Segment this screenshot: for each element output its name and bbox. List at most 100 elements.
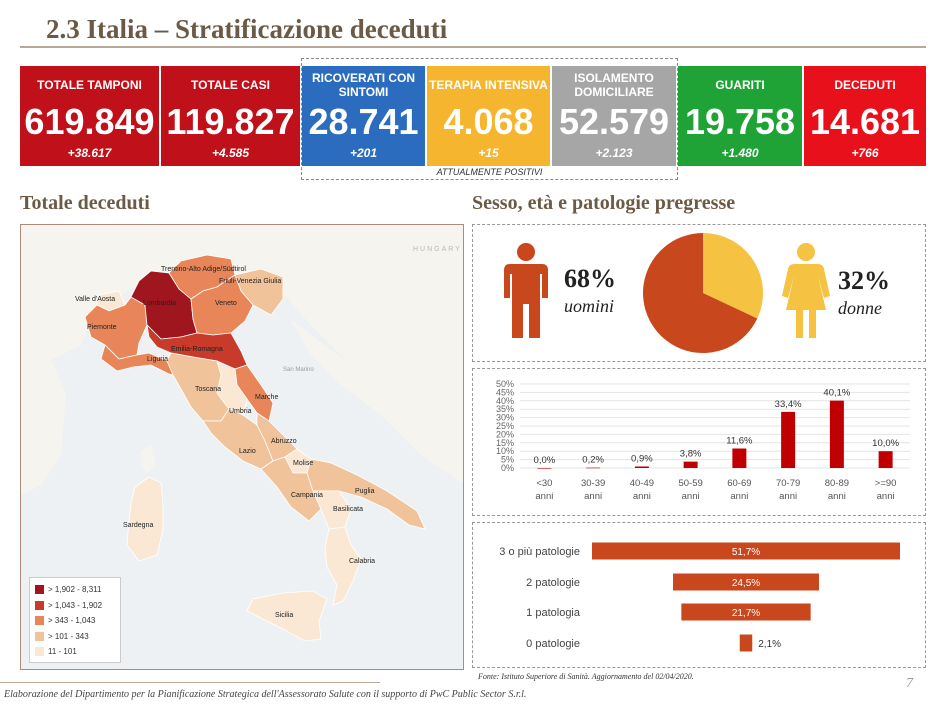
y-tick-label: 40% [496, 396, 514, 406]
age-bar-value-label: 40,1% [823, 388, 850, 399]
source-note: Fonte: Istituto Superiore di Sanità. Agg… [478, 672, 694, 681]
balkans-land [291, 320, 463, 484]
kpi-totale-casi: TOTALE CASI 119.827 +4.585 [161, 66, 300, 166]
legend-swatch [35, 600, 44, 610]
kpi-value: 14.681 [809, 101, 921, 142]
map-label: Basilicata [333, 506, 363, 513]
kpi-label: ISOLAMENTO DOMICILIARE [574, 71, 654, 99]
pathology-category-label: 2 patologie [526, 577, 580, 589]
pathology-bar [673, 573, 819, 591]
kpi-delta: +38.617 [67, 146, 112, 160]
age-bar [634, 466, 649, 468]
male-percent: 68% [564, 264, 616, 293]
age-bar-value-label: 10,0% [872, 438, 899, 449]
x-tick-label-unit: anni [633, 491, 651, 502]
map-label: Abruzzo [271, 438, 297, 445]
region-calabria [324, 526, 362, 606]
age-bar [586, 467, 601, 469]
kpi-label: TOTALE TAMPONI [37, 78, 142, 92]
kpi-group-caption: ATTUALMENTE POSITIVI [436, 167, 543, 177]
legend-item: > 101 - 343 [35, 629, 115, 645]
map-label: Emilia-Romagna [171, 346, 223, 353]
y-tick-label: 30% [496, 413, 514, 423]
age-bar-value-label: 11,6% [726, 436, 753, 447]
map-label: Lombardia [143, 300, 176, 307]
page-title: 2.3 Italia – Stratificazione deceduti [46, 14, 448, 44]
italy-map-svg: HUNGARY San Marino Valle d'Aosta Lombard… [21, 225, 463, 642]
pathology-category-label: 1 patologia [526, 607, 581, 619]
legend-item: > 1,902 - 8,311 [35, 582, 115, 598]
kpi-delta: +4.585 [211, 146, 250, 160]
age-bar [878, 451, 893, 468]
region-veneto [190, 274, 254, 336]
x-tick-label: <30 [536, 478, 552, 489]
kpi-value: 19.758 [684, 101, 796, 142]
kpi-value: 619.849 [24, 101, 155, 142]
attualmente-positivi-group [301, 58, 678, 180]
x-tick-label: >=90 [875, 478, 897, 489]
sex-pie-chart [643, 233, 764, 353]
pathology-value-label: 51,7% [732, 547, 760, 558]
y-tick-label: 0% [501, 463, 514, 473]
legend-label: > 1,902 - 8,311 [48, 585, 102, 595]
pathology-bar [681, 603, 811, 621]
map-label: Campania [291, 492, 323, 499]
map-label: Calabria [349, 558, 375, 565]
map-label: Sardegna [123, 522, 153, 529]
y-tick-label: 50% [496, 379, 514, 389]
x-tick-label: 50-59 [678, 478, 702, 489]
map-label: Trentino-Alto Adige/Südtirol [161, 266, 246, 273]
x-tick-label-unit: anni [584, 491, 602, 502]
corsica-land [141, 445, 155, 473]
legend-label: > 1,043 - 1,902 [48, 600, 103, 610]
page-number: 7 [906, 676, 913, 691]
legend-item: > 343 - 1,043 [35, 613, 115, 629]
sex-panel [472, 224, 926, 362]
region-basilicata [312, 490, 352, 530]
pathologies-bar-chart: 3 o più patologie 51,7% 2 patologie 24,5% 1 … [499, 542, 900, 652]
region-sicilia [246, 590, 328, 642]
kpi-totale-tamponi: TOTALE TAMPONI 619.849 +38.617 [20, 66, 159, 166]
map-label-hungary: HUNGARY [413, 246, 462, 253]
y-tick-label: 5% [501, 455, 514, 465]
pathology-value-label: 21,7% [732, 608, 760, 619]
x-tick-label-unit: anni [828, 491, 846, 502]
kpi-delta: +201 [349, 146, 378, 160]
y-tick-label: 35% [496, 404, 514, 414]
kpi-label: DECEDUTI [834, 78, 896, 92]
female-label: donne [838, 298, 882, 318]
map-label: Marche [255, 394, 278, 401]
kpi-value: 28.741 [308, 101, 419, 142]
legend-item: 11 - 101 [35, 644, 115, 660]
kpi-label: TERAPIA INTENSIVA [429, 78, 548, 92]
age-bar [781, 411, 796, 468]
map-label: Toscana [195, 386, 221, 393]
y-tick-label: 10% [496, 446, 514, 456]
kpi-row: TOTALE TAMPONI 619.849 +38.617 TOTALE CA… [20, 66, 926, 166]
y-tick-label: 20% [496, 429, 514, 439]
france-land [21, 360, 66, 495]
y-tick-label: 25% [496, 421, 514, 431]
female-percent: 32% [838, 266, 890, 295]
map-label: Valle d'Aosta [75, 296, 115, 303]
kpi-value: 119.827 [166, 101, 295, 142]
kpi-delta: +15 [478, 146, 499, 160]
x-tick-label-unit: anni [779, 491, 797, 502]
kpi-deceduti: DECEDUTI 14.681 +766 [804, 66, 926, 166]
pathology-value-label: 24,5% [732, 578, 760, 589]
x-tick-label: 80-89 [825, 478, 849, 489]
male-label: uomini [564, 296, 615, 316]
male-figure-icon [504, 243, 548, 338]
right-section-title: Sesso, età e patologie pregresse [472, 192, 736, 214]
map-label: Piemonte [87, 324, 117, 331]
map-legend: > 1,902 - 8,311 > 1,043 - 1,902 > 343 - … [29, 577, 121, 663]
legend-label: > 101 - 343 [48, 631, 89, 641]
map-label: Sicilia [275, 612, 293, 619]
map-label: Liguria [147, 356, 168, 363]
age-bar-chart: 0%5%10%15%20%25%30%35%40%45%50% 0,0% <30 an… [496, 379, 910, 502]
x-tick-label-unit: anni [682, 491, 700, 502]
age-bar-value-label: 0,0% [534, 455, 556, 466]
map-label: Lazio [239, 448, 256, 455]
x-tick-label: 70-79 [776, 478, 800, 489]
age-chart-panel [472, 368, 926, 516]
